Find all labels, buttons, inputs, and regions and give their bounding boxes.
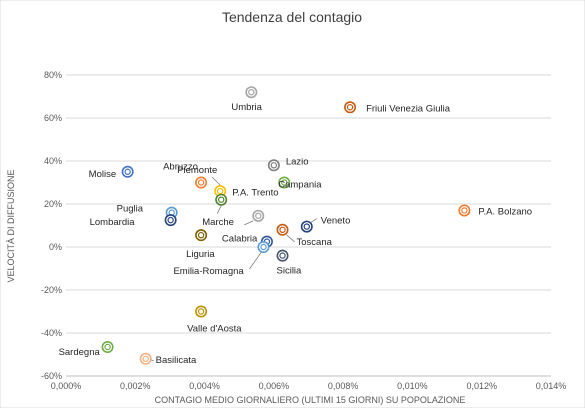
leader-line-veneto bbox=[310, 218, 317, 223]
x-tick-label: 0,014% bbox=[536, 381, 567, 391]
x-tick-label: 0,012% bbox=[466, 381, 497, 391]
y-tick-label: -20% bbox=[41, 285, 62, 295]
marker-inner-ring bbox=[260, 243, 267, 251]
data-point-basilicata bbox=[139, 352, 152, 365]
x-tick-label: 0,000% bbox=[51, 381, 82, 391]
data-point-lazio bbox=[267, 159, 280, 172]
marker-inner-ring bbox=[248, 88, 255, 96]
data-point-sicilia bbox=[276, 249, 289, 262]
data-label-molise: Molise bbox=[89, 169, 116, 180]
data-point-umbria bbox=[245, 86, 258, 99]
y-axis-title: VELOCITÀ DI DIFFUSIONE bbox=[6, 169, 16, 282]
data-label-veneto: Veneto bbox=[321, 216, 351, 227]
data-point-friuli-venezia-giulia bbox=[344, 101, 357, 114]
marker-inner-ring bbox=[217, 196, 225, 203]
chart-title: Tendenza del contagio bbox=[222, 9, 362, 25]
data-label-liguria: Liguria bbox=[186, 249, 215, 260]
x-tick-label: 0,002% bbox=[120, 381, 151, 391]
data-label-abruzzo: Abruzzo bbox=[163, 162, 198, 173]
leader-line-emilia-romagna bbox=[249, 251, 262, 270]
marker-inner-ring bbox=[216, 187, 224, 195]
data-point-molise bbox=[121, 165, 134, 178]
leader-line-toscana bbox=[286, 234, 295, 243]
x-axis-title: CONTAGIO MEDIO GIORNALIERO (ULTIMI 15 GI… bbox=[155, 395, 466, 405]
y-tick-label: 20% bbox=[44, 199, 62, 209]
data-point-valle-d-aosta bbox=[195, 305, 208, 318]
leader-line-marche bbox=[244, 220, 254, 226]
marker-inner-ring bbox=[197, 231, 205, 239]
data-label-toscana: Toscana bbox=[297, 237, 333, 248]
y-tick-label: -40% bbox=[41, 328, 62, 338]
data-point-abruzzo bbox=[195, 176, 208, 189]
data-label-umbria: Umbria bbox=[231, 102, 262, 113]
data-point-toscana bbox=[276, 223, 289, 236]
marker-inner-ring bbox=[281, 179, 288, 186]
data-label-piemonte: Piemonte bbox=[177, 165, 217, 176]
y-tick-label: 80% bbox=[44, 70, 62, 80]
data-point-marche bbox=[252, 209, 265, 222]
x-tick-label: 0,004% bbox=[189, 381, 220, 391]
marker-inner-ring bbox=[142, 355, 149, 362]
x-axis-ticks: 0,000% 0,002% 0,004% 0,006% 0,008% 0,010% 0,01… bbox=[51, 381, 567, 391]
marker-inner-ring bbox=[279, 252, 286, 259]
data-point-liguria bbox=[195, 229, 208, 242]
data-label-p-a-trento: P.A. Trento bbox=[232, 188, 278, 199]
data-label-valle-d-aosta: Valle d'Aosta bbox=[187, 324, 242, 335]
y-tick-label: 40% bbox=[44, 156, 62, 166]
y-tick-label: -60% bbox=[41, 371, 62, 381]
data-point-p-a-bolzano bbox=[458, 204, 471, 217]
data-label-sicilia: Sicilia bbox=[277, 266, 303, 277]
data-label-campania: Campania bbox=[278, 180, 322, 191]
data-label-lazio: Lazio bbox=[286, 156, 309, 167]
data-point-emilia-romagna bbox=[257, 241, 270, 254]
data-point-lombardia bbox=[164, 214, 177, 227]
marker-inner-ring bbox=[270, 162, 278, 169]
marker-inner-ring bbox=[197, 308, 205, 315]
x-tick-label: 0,010% bbox=[397, 381, 428, 391]
data-label-puglia: Puglia bbox=[117, 204, 144, 215]
leader-line-piemonte bbox=[211, 176, 221, 186]
marker-inner-ring bbox=[197, 179, 205, 186]
data-label-marche: Marche bbox=[202, 217, 234, 228]
marker-inner-ring bbox=[303, 223, 310, 230]
data-point-sardegna bbox=[101, 340, 114, 353]
data-label-sardegna: Sardegna bbox=[59, 347, 101, 358]
leader-line-p-a-trento bbox=[216, 205, 222, 214]
data-points bbox=[101, 86, 471, 365]
data-point-veneto bbox=[300, 220, 313, 233]
marker-inner-ring bbox=[104, 343, 111, 351]
marker-inner-ring bbox=[124, 168, 131, 175]
data-label-friuli-venezia-giulia: Friuli Venezia Giulia bbox=[366, 103, 451, 114]
x-tick-label: 0,008% bbox=[328, 381, 359, 391]
y-tick-label: 60% bbox=[44, 113, 62, 123]
y-tick-label: 0% bbox=[49, 242, 62, 252]
data-label-basilicata: Basilicata bbox=[156, 355, 197, 366]
marker-inner-ring bbox=[461, 207, 468, 214]
data-labels: Umbria Friuli Venezia Giulia Lazio Molise Ab… bbox=[59, 102, 533, 366]
marker-inner-ring bbox=[167, 216, 174, 224]
data-label-emilia-romagna: Emilia-Romagna bbox=[173, 266, 244, 277]
data-label-calabria: Calabria bbox=[222, 234, 258, 245]
data-point-p-a-trento bbox=[215, 193, 228, 206]
marker-inner-ring bbox=[279, 226, 286, 233]
marker-inner-ring bbox=[346, 104, 354, 111]
x-tick-label: 0,006% bbox=[259, 381, 290, 391]
data-point-campania bbox=[278, 176, 291, 189]
data-label-lombardia: Lombardia bbox=[90, 217, 136, 228]
gridlines bbox=[66, 74, 551, 377]
marker-inner-ring bbox=[255, 212, 262, 220]
y-axis-ticks: 80% 60% 40% 20% 0% -20% -40% -60% bbox=[41, 70, 62, 381]
data-label-p-a-bolzano: P.A. Bolzano bbox=[478, 206, 532, 217]
